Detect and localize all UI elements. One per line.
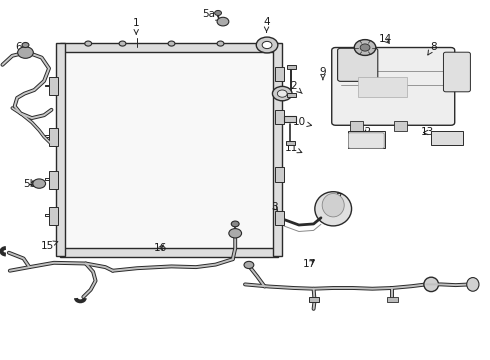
Circle shape (85, 41, 92, 46)
Circle shape (168, 41, 175, 46)
Bar (275, 211, 284, 225)
Text: 5a: 5a (202, 9, 220, 20)
Text: 7: 7 (330, 193, 342, 204)
Ellipse shape (424, 277, 439, 292)
Circle shape (231, 221, 239, 227)
Text: 5b: 5b (23, 179, 39, 189)
Bar (350, 121, 363, 131)
Text: 9: 9 (319, 67, 326, 80)
Text: 11: 11 (284, 143, 302, 153)
Bar (49, 77, 58, 95)
FancyBboxPatch shape (338, 48, 378, 81)
Bar (284, 116, 296, 122)
Bar (60, 248, 278, 257)
Ellipse shape (322, 194, 344, 217)
Circle shape (217, 17, 229, 26)
Text: 17: 17 (303, 258, 317, 269)
Text: 10: 10 (293, 117, 312, 127)
Text: 12: 12 (358, 127, 372, 138)
Text: 6: 6 (15, 42, 27, 52)
Circle shape (272, 86, 292, 101)
Bar (49, 128, 58, 146)
Circle shape (18, 47, 33, 58)
FancyBboxPatch shape (332, 48, 455, 125)
Bar (60, 43, 278, 52)
Text: 1: 1 (133, 18, 140, 34)
Circle shape (256, 37, 278, 53)
Ellipse shape (315, 192, 352, 226)
Bar (275, 167, 284, 182)
Circle shape (360, 44, 370, 51)
Bar (273, 43, 282, 256)
Bar (49, 171, 58, 189)
Text: 16: 16 (154, 243, 168, 253)
Text: 4: 4 (263, 17, 270, 32)
Text: 3: 3 (271, 202, 278, 212)
Ellipse shape (466, 278, 479, 291)
Circle shape (277, 90, 287, 97)
Circle shape (33, 179, 46, 188)
Bar (309, 297, 319, 302)
Bar (64, 45, 274, 254)
Text: 15: 15 (40, 240, 58, 251)
Bar (394, 121, 407, 131)
Bar (387, 297, 398, 302)
Bar (348, 131, 385, 148)
Bar (431, 131, 463, 145)
Bar (287, 93, 296, 97)
Text: 2: 2 (291, 81, 302, 94)
Bar (358, 77, 407, 97)
Text: 14: 14 (378, 34, 392, 44)
Circle shape (119, 41, 126, 46)
Bar (56, 43, 65, 256)
Circle shape (244, 261, 254, 269)
Text: 8: 8 (428, 42, 437, 55)
Text: 13: 13 (420, 127, 434, 138)
Circle shape (215, 10, 221, 15)
Bar (49, 207, 58, 225)
Bar (286, 141, 295, 145)
Circle shape (217, 41, 224, 46)
Bar (275, 110, 284, 124)
Circle shape (262, 41, 272, 49)
Bar (287, 65, 296, 69)
Bar (275, 67, 284, 81)
FancyBboxPatch shape (443, 52, 470, 92)
Circle shape (22, 42, 29, 48)
Circle shape (229, 229, 242, 238)
FancyBboxPatch shape (348, 133, 384, 148)
Circle shape (354, 40, 376, 55)
